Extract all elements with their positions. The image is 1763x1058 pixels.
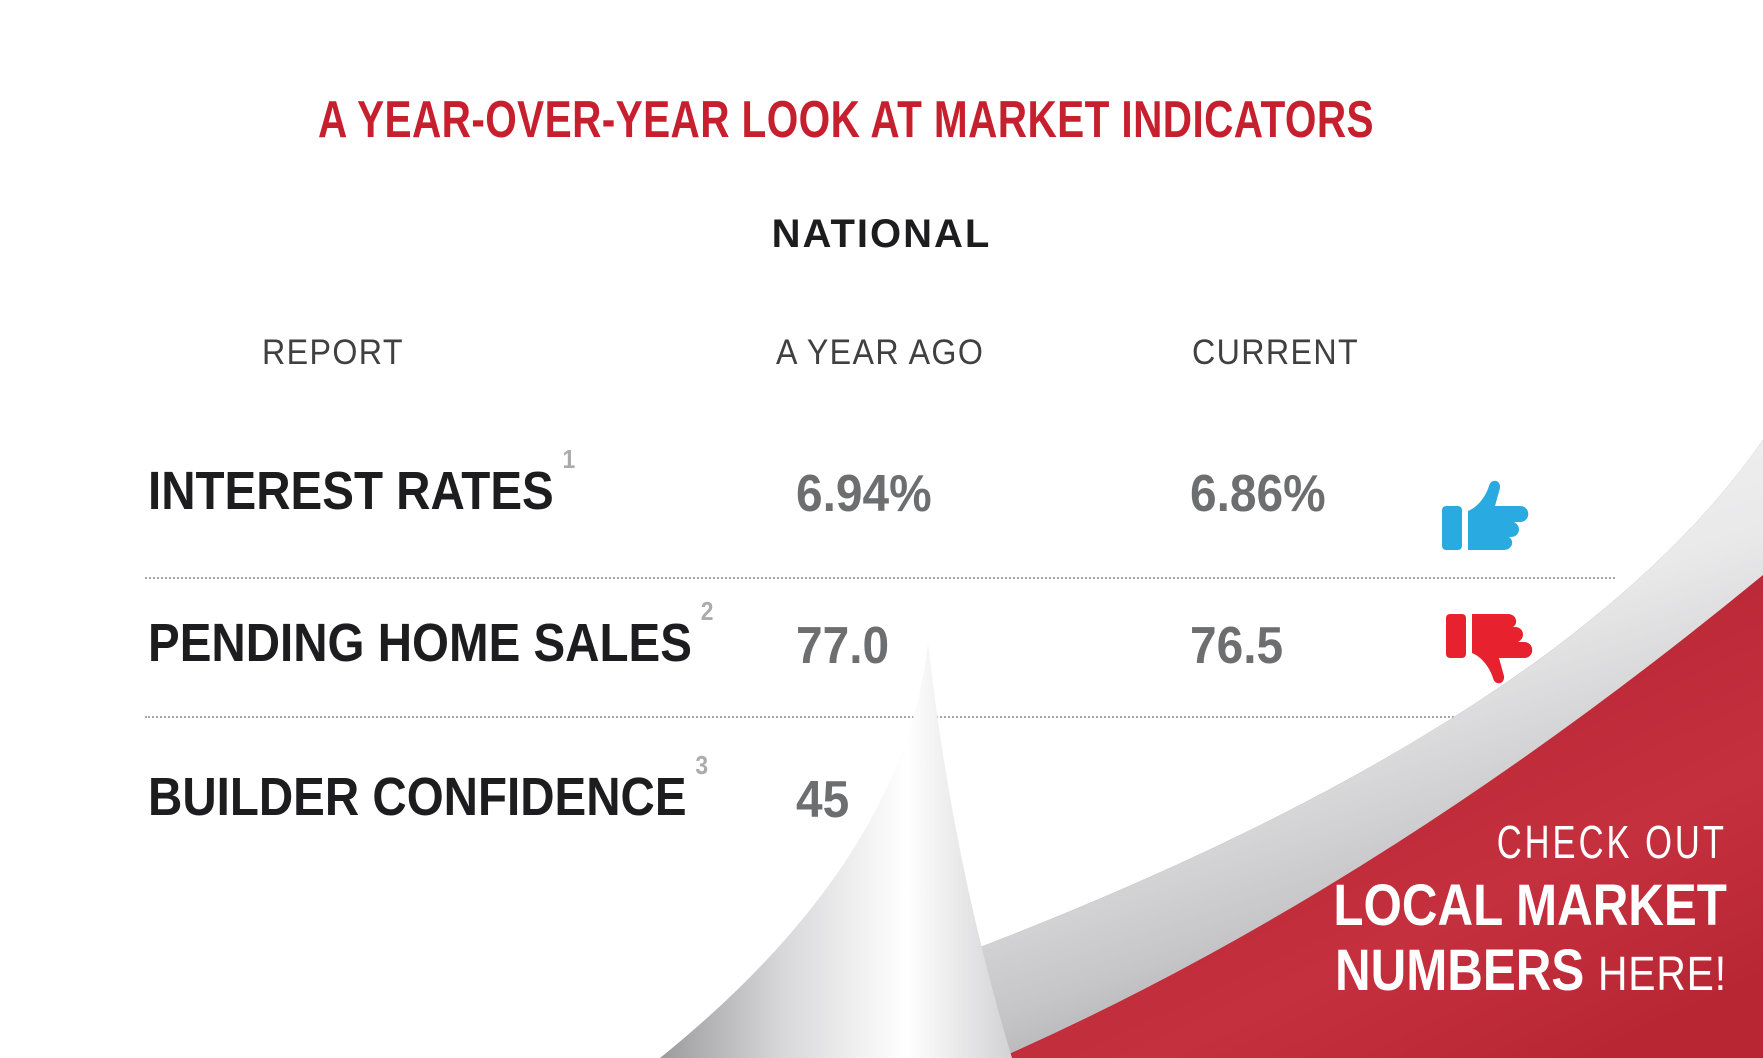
row-label-text: INTEREST RATES	[148, 461, 554, 521]
footnote-marker-2: 2	[700, 596, 714, 626]
thumbs-down-icon	[1446, 614, 1533, 684]
value-pending-home-sales-current: 76.5	[1190, 617, 1284, 675]
thumbs-up-icon	[1442, 480, 1529, 550]
footnote-marker-1: 1	[562, 444, 576, 474]
column-header-current: CURRENT	[1192, 333, 1360, 372]
row-label-text: BUILDER CONFIDENCE	[148, 767, 687, 827]
column-header-report: REPORT	[262, 333, 404, 372]
page-title: A YEAR-OVER-YEAR LOOK AT MARKET INDICATO…	[318, 91, 1374, 149]
section-label-national: NATIONAL	[771, 212, 992, 256]
row-label-pending-home-sales: PENDING HOME SALES 2	[148, 597, 713, 673]
value-interest-rates-year-ago: 6.94%	[796, 465, 932, 523]
column-header-year-ago: A YEAR AGO	[776, 333, 985, 372]
value-builder-confidence-year-ago: 45	[796, 771, 850, 829]
row-separator	[145, 716, 1490, 718]
cta-check-out: CHECK OUT	[1496, 815, 1727, 868]
cta-local-market: LOCAL MARKET	[1333, 873, 1727, 939]
row-label-builder-confidence: BUILDER CONFIDENCE 3	[148, 751, 708, 827]
row-label-interest-rates: INTEREST RATES 1	[148, 445, 575, 521]
curl-corner-cone	[660, 642, 1012, 1058]
footnote-marker-3: 3	[695, 750, 709, 780]
cta-here: HERE!	[1598, 948, 1727, 1002]
value-interest-rates-current: 6.86%	[1190, 465, 1326, 523]
cta-numbers: NUMBERS	[1335, 938, 1585, 1004]
row-label-text: PENDING HOME SALES	[148, 613, 692, 673]
row-separator	[145, 577, 1615, 579]
local-market-cta[interactable]: CHECK OUT LOCAL MARKET NUMBERS HERE!	[1264, 818, 1727, 1002]
cta-numbers-here: NUMBERS HERE!	[1334, 938, 1727, 1004]
value-pending-home-sales-year-ago: 77.0	[796, 617, 890, 675]
